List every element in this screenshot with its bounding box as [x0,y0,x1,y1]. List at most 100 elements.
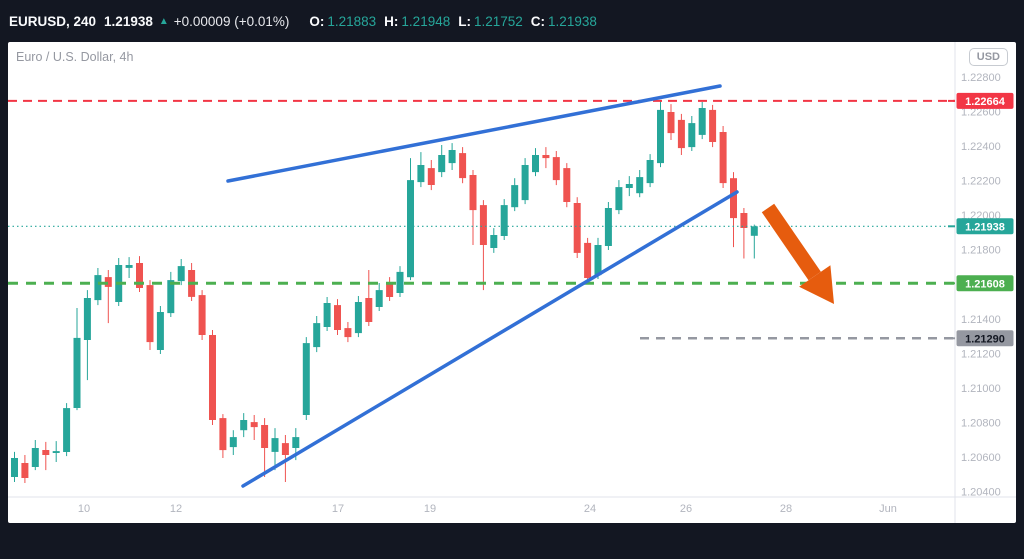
svg-text:1.21400: 1.21400 [961,314,1001,326]
candle-body [42,450,50,455]
price-change: +0.00009 (+0.01%) [173,13,290,29]
resistance-level-price-label[interactable]: 1.22664 [956,92,1014,109]
candle-body [417,165,425,183]
candle-body [615,187,623,211]
low-label: L: [458,13,471,29]
svg-text:1.20400: 1.20400 [961,487,1001,499]
candle-body [229,437,237,448]
candle-body [636,177,644,194]
candle-body [386,282,394,297]
svg-text:1.22200: 1.22200 [961,176,1001,188]
candle-body [261,425,269,448]
candle-body [500,205,508,236]
candle-body [552,157,560,181]
support-level-price-label[interactable]: 1.21608 [956,275,1014,292]
svg-text:1.22400: 1.22400 [961,141,1001,153]
candle-body [365,298,373,322]
candle-body [532,155,539,173]
candle-body [11,458,18,477]
candle-body [94,275,102,301]
candle-body [313,323,321,348]
candle-body [21,463,29,478]
candle-body [167,280,175,314]
candlestick-chart[interactable]: 1.228001.226001.224001.222001.220001.218… [8,42,1016,523]
low-value: 1.21752 [473,13,523,29]
high-value: 1.21948 [401,13,451,29]
svg-text:1.21800: 1.21800 [961,245,1001,257]
candlestick-series [11,100,758,483]
candle-body [438,155,446,173]
candle-body [604,208,612,246]
candle-body [573,203,581,253]
candle-body [281,443,289,455]
candle-body [427,168,435,185]
candle-body [209,335,216,420]
candle-body [344,328,352,338]
candle-body [594,245,602,276]
lower-trendline[interactable] [241,190,739,488]
candle-body [396,271,404,293]
up-triangle-icon: ▲ [158,15,169,27]
candle-body [625,184,633,188]
candle-body [511,185,519,208]
svg-text:1.22664: 1.22664 [965,96,1006,108]
candle-body [240,420,248,431]
candle-body [83,298,91,340]
candle-body [709,109,717,142]
candle-body [459,153,467,179]
current-price-price-label[interactable]: 1.21938 [956,218,1014,235]
svg-text:28: 28 [780,503,792,515]
candle-body [563,168,571,202]
candle-body [469,175,477,211]
svg-text:1.21200: 1.21200 [961,348,1001,360]
upper-trendline[interactable] [226,84,722,183]
candle-body [104,277,112,287]
svg-text:26: 26 [680,503,692,515]
candle-body [125,265,133,268]
candle-body [719,132,727,184]
svg-text:17: 17 [332,503,344,515]
candle-body [52,451,60,453]
time-axis[interactable]: 10 12 17 19 24 26 28 Jun [78,503,897,515]
candle-body [448,150,456,164]
candle-body [146,285,154,343]
svg-text:1.22600: 1.22600 [961,107,1001,119]
candle-body [31,448,39,467]
svg-text:1.22800: 1.22800 [961,72,1001,84]
candle-body [542,155,550,159]
svg-text:12: 12 [170,503,182,515]
svg-text:10: 10 [78,503,90,515]
candle-body [750,226,758,236]
candle-body [250,422,258,428]
symbol-title[interactable]: EURUSD, 240 [9,13,97,29]
candle-body [292,437,300,448]
sell-direction-arrow[interactable] [761,203,834,304]
candle-body [740,213,748,228]
candle-body [354,302,362,334]
candle-body [219,418,227,451]
candle-body [646,160,654,184]
candle-body [302,343,310,415]
candle-body [490,235,498,248]
candle-body [334,305,341,330]
candle-body [584,242,592,278]
svg-text:1.20800: 1.20800 [961,417,1001,429]
high-label: H: [384,13,399,29]
candle-body [407,180,414,278]
svg-text:1.21938: 1.21938 [965,221,1005,233]
target-level-price-label[interactable]: 1.21290 [956,330,1014,347]
currency-badge: USD [968,48,1008,66]
candle-body [156,312,164,350]
svg-text:24: 24 [584,503,596,515]
last-price: 1.21938 [104,13,153,29]
candle-body [375,290,383,307]
candle-body [657,109,664,164]
svg-text:19: 19 [424,503,436,515]
candle-body [271,438,279,452]
candle-body [136,263,143,288]
candle-body [323,303,331,327]
candle-body [63,408,71,452]
candle-body [73,337,81,408]
candle-body [730,178,737,219]
candle-body [688,123,696,148]
